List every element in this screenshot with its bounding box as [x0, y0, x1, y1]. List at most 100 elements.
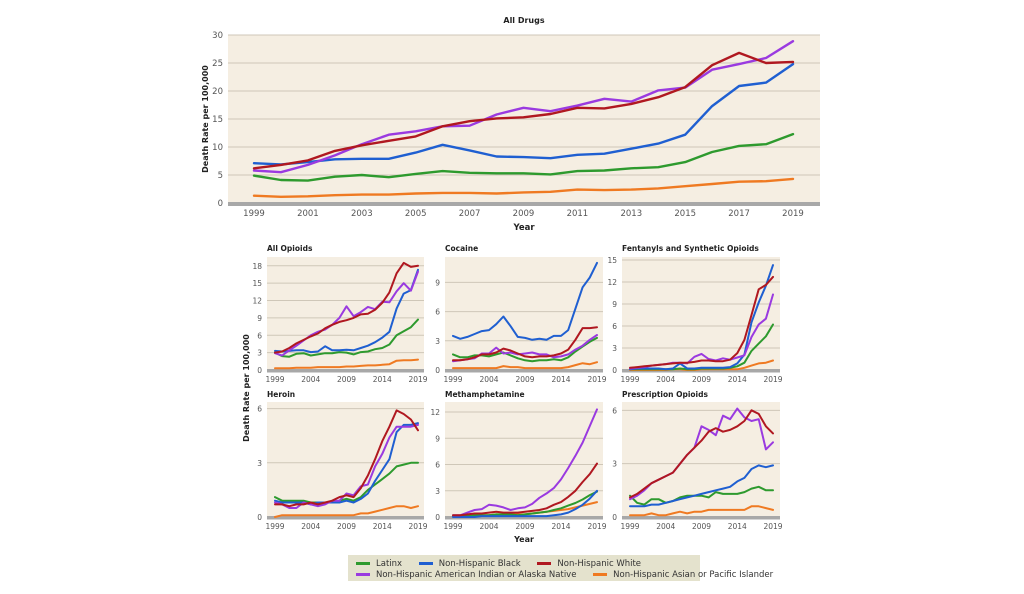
y-tick-label: 6 — [612, 322, 617, 331]
series-line-non-hispanic-black — [252, 62, 795, 166]
y-tick-label: 12 — [607, 278, 617, 287]
legend-item-nh-black: Non-Hispanic Black — [418, 558, 521, 569]
legend-label: Non-Hispanic Asian or Pacific Islander — [613, 569, 774, 580]
legend-label: Latinx — [376, 558, 403, 569]
x-tick-label: 2019 — [408, 375, 427, 384]
y-tick-label: 9 — [435, 278, 440, 287]
x-tick-label: 2009 — [692, 375, 711, 384]
y-tick-label: 25 — [212, 59, 223, 69]
y-tick-label: 12 — [252, 297, 262, 306]
x-tick-label: 2004 — [656, 522, 675, 531]
series-line-non-hispanic-white — [452, 462, 598, 517]
x-tick-label: 2019 — [782, 209, 804, 219]
series-line-non-hispanic-asian-or-pacific-islander — [252, 177, 795, 199]
legend-item-nh-api: Non-Hispanic Asian or Pacific Islander — [593, 570, 773, 580]
x-tick-label: 1999 — [443, 375, 462, 384]
series-line-non-hispanic-asian-or-pacific-islander — [274, 505, 419, 518]
y-tick-label: 3 — [257, 349, 262, 358]
series-line-latinx — [629, 485, 774, 506]
y-tick-label: 15 — [212, 115, 223, 125]
series-line-non-hispanic-black — [274, 422, 419, 506]
series-line-non-hispanic-american-indian-or-alaska-native — [252, 40, 795, 174]
y-tick-label: 9 — [257, 314, 262, 323]
y-tick-label: 0 — [435, 366, 440, 375]
chart-title: Heroin — [267, 390, 295, 399]
legend-label: Non-Hispanic Black — [438, 558, 521, 569]
legend-item-nh-aian: Non-Hispanic American Indian or Alaska N… — [356, 570, 576, 580]
series-line-non-hispanic-black — [452, 261, 598, 341]
x-tick-label: 2007 — [459, 209, 481, 219]
series-line-non-hispanic-white — [452, 326, 598, 362]
y-tick-label: 6 — [257, 405, 262, 414]
x-tick-label: 1999 — [243, 209, 265, 219]
series-line-latinx — [274, 461, 419, 504]
chart-all-drugs: All Drugs 0 5 10 15 20 25 30 1999 2001 2003 2005 200… — [201, 16, 820, 233]
y-tick-label: 3 — [435, 337, 440, 346]
series-line-non-hispanic-american-indian-or-alaska-native — [274, 270, 419, 357]
series-line-non-hispanic-asian-or-pacific-islander — [629, 505, 774, 517]
y-tick-label: 10 — [212, 143, 223, 153]
y-tick-label: 30 — [212, 31, 223, 41]
legend-swatch — [593, 573, 608, 576]
series-line-non-hispanic-white — [629, 275, 774, 369]
legend-label: Non-Hispanic White — [557, 558, 642, 569]
x-tick-label: 1999 — [265, 522, 284, 531]
chart-title: Fentanyls and Synthetic Opioids — [622, 244, 759, 253]
shared-ylabel: Death Rate per 100,000 — [242, 334, 251, 442]
shared-xlabel: Year — [513, 535, 534, 544]
chart-title: All Drugs — [503, 16, 544, 25]
chart-fentanyls: Fentanyls and Synthetic Opioids 0 3 6 9 12 15 1… — [607, 244, 782, 384]
plot-background — [267, 402, 424, 517]
x-tick-label: 2009 — [513, 209, 535, 219]
chart-title: Cocaine — [445, 244, 478, 253]
legend-item-nh-white: Non-Hispanic White — [537, 559, 641, 569]
series-line-non-hispanic-black — [629, 464, 774, 508]
chart-prescription-opioids: Prescription Opioids 0 3 6 1999 2004 2009 2014 2… — [612, 390, 783, 531]
x-tick-label: 2009 — [692, 522, 711, 531]
x-tick-label: 2011 — [567, 209, 589, 219]
x-tick-label: 2009 — [337, 375, 356, 384]
x-tick-label: 2014 — [551, 522, 570, 531]
x-tick-label: 2009 — [515, 375, 534, 384]
x-tick-label: 2014 — [728, 375, 747, 384]
y-tick-label: 0 — [612, 513, 617, 522]
series-line-non-hispanic-white — [274, 409, 419, 508]
y-tick-label: 15 — [252, 279, 262, 288]
legend-label: Non-Hispanic American Indian or Alaska N… — [376, 569, 577, 580]
legend: Latinx Non-Hispanic Black Non-Hispanic W… — [348, 555, 773, 581]
series-line-non-hispanic-asian-or-pacific-islander — [452, 361, 598, 370]
legend-swatch — [356, 573, 370, 576]
x-tick-label: 2019 — [587, 522, 606, 531]
series-line-non-hispanic-black — [274, 268, 419, 354]
x-tick-label: 2019 — [763, 375, 782, 384]
y-tick-label: 9 — [435, 434, 440, 443]
y-tick-label: 20 — [212, 87, 223, 97]
series-line-latinx — [252, 132, 795, 182]
series-line-non-hispanic-white — [252, 51, 795, 170]
y-tick-label: 5 — [218, 171, 223, 181]
x-tick-label: 2014 — [373, 522, 392, 531]
x-tick-label: 2017 — [728, 209, 750, 219]
x-tick-label: 2014 — [551, 375, 570, 384]
series-line-non-hispanic-black — [452, 489, 598, 518]
y-tick-label: 12 — [430, 408, 440, 417]
y-axis-label: Death Rate per 100,000 — [201, 65, 210, 173]
series-line-non-hispanic-white — [629, 409, 774, 499]
x-axis-baseline — [267, 369, 424, 373]
x-tick-label: 2004 — [479, 375, 498, 384]
x-tick-label: 2003 — [351, 209, 373, 219]
x-tick-label: 1999 — [265, 375, 284, 384]
x-tick-label: 2005 — [405, 209, 427, 219]
x-tick-label: 1999 — [620, 375, 639, 384]
series-line-latinx — [452, 490, 598, 518]
y-tick-label: 0 — [257, 366, 262, 375]
x-tick-label: 2001 — [297, 209, 319, 219]
x-axis-baseline — [622, 369, 780, 373]
series-line-non-hispanic-american-indian-or-alaska-native — [452, 408, 598, 517]
y-tick-label: 0 — [257, 513, 262, 522]
x-tick-label: 1999 — [443, 522, 462, 531]
y-tick-label: 6 — [435, 461, 440, 470]
chart-title: All Opioids — [267, 244, 313, 253]
y-tick-label: 9 — [612, 300, 617, 309]
